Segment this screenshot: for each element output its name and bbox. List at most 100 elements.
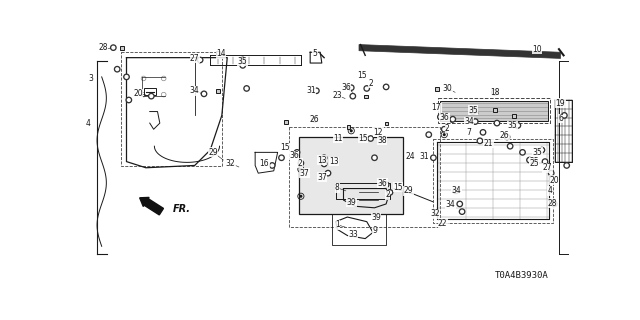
Circle shape bbox=[126, 97, 132, 103]
Text: 34: 34 bbox=[445, 200, 455, 209]
Text: 37: 37 bbox=[300, 169, 310, 178]
Text: 31: 31 bbox=[419, 152, 429, 161]
Text: 35: 35 bbox=[468, 106, 478, 115]
Circle shape bbox=[563, 114, 566, 117]
Text: 23: 23 bbox=[333, 91, 342, 100]
Circle shape bbox=[314, 118, 316, 121]
Circle shape bbox=[365, 87, 368, 90]
Text: 17: 17 bbox=[432, 103, 442, 112]
Circle shape bbox=[388, 191, 391, 194]
Circle shape bbox=[325, 171, 331, 176]
Circle shape bbox=[543, 160, 547, 163]
Circle shape bbox=[349, 85, 354, 90]
Text: 3: 3 bbox=[88, 74, 93, 83]
Text: 13: 13 bbox=[317, 156, 326, 164]
Circle shape bbox=[350, 93, 355, 99]
Bar bbox=[435, 87, 439, 91]
Text: 39: 39 bbox=[371, 213, 381, 222]
Bar bbox=[289, 127, 440, 227]
Circle shape bbox=[527, 157, 532, 163]
Circle shape bbox=[387, 190, 393, 195]
Circle shape bbox=[451, 118, 454, 121]
Circle shape bbox=[454, 189, 457, 192]
Text: 11: 11 bbox=[333, 134, 343, 143]
Circle shape bbox=[504, 134, 509, 140]
Text: 15: 15 bbox=[280, 143, 289, 152]
Text: 29: 29 bbox=[209, 148, 218, 157]
Text: 36: 36 bbox=[341, 83, 351, 92]
Circle shape bbox=[111, 45, 116, 50]
Circle shape bbox=[373, 156, 376, 159]
Text: 16: 16 bbox=[260, 159, 269, 168]
Text: 38: 38 bbox=[378, 136, 387, 145]
Text: 2: 2 bbox=[298, 159, 303, 168]
Text: 15: 15 bbox=[357, 71, 367, 80]
Circle shape bbox=[564, 163, 570, 168]
Text: 4: 4 bbox=[85, 119, 90, 128]
Bar bbox=[440, 101, 548, 121]
Text: 32: 32 bbox=[225, 159, 235, 168]
Circle shape bbox=[460, 209, 465, 214]
Text: 26: 26 bbox=[309, 115, 319, 124]
Circle shape bbox=[112, 46, 115, 49]
Circle shape bbox=[508, 143, 513, 149]
Circle shape bbox=[509, 145, 511, 148]
Circle shape bbox=[240, 57, 246, 63]
Circle shape bbox=[515, 123, 520, 128]
Text: 24: 24 bbox=[405, 152, 415, 161]
Circle shape bbox=[480, 130, 486, 135]
Circle shape bbox=[150, 95, 153, 98]
Circle shape bbox=[457, 201, 463, 207]
Circle shape bbox=[271, 164, 273, 167]
Circle shape bbox=[323, 156, 326, 159]
Circle shape bbox=[127, 99, 130, 101]
Text: 6: 6 bbox=[558, 114, 563, 123]
Text: 25: 25 bbox=[529, 159, 539, 168]
Circle shape bbox=[244, 86, 250, 91]
Circle shape bbox=[321, 155, 327, 160]
Circle shape bbox=[548, 171, 554, 176]
Circle shape bbox=[269, 163, 275, 168]
Text: 8: 8 bbox=[335, 183, 340, 192]
Text: 21: 21 bbox=[484, 139, 493, 148]
Text: 22: 22 bbox=[438, 219, 447, 228]
Circle shape bbox=[492, 90, 497, 95]
Circle shape bbox=[364, 86, 369, 91]
Polygon shape bbox=[359, 44, 561, 59]
Circle shape bbox=[197, 57, 203, 63]
Bar bbox=[284, 120, 288, 124]
Circle shape bbox=[125, 76, 128, 78]
Circle shape bbox=[550, 172, 552, 174]
Text: 2: 2 bbox=[385, 190, 390, 199]
Text: 35: 35 bbox=[238, 57, 248, 66]
Bar bbox=[385, 122, 388, 125]
Text: 9: 9 bbox=[372, 227, 377, 236]
Text: 14: 14 bbox=[216, 49, 226, 58]
Circle shape bbox=[453, 188, 459, 194]
FancyArrow shape bbox=[140, 197, 163, 215]
Circle shape bbox=[300, 195, 303, 198]
Text: 35: 35 bbox=[508, 121, 517, 130]
Circle shape bbox=[479, 140, 481, 142]
Text: 5: 5 bbox=[312, 49, 317, 58]
Bar bbox=[364, 95, 367, 99]
Circle shape bbox=[279, 155, 284, 160]
Text: 27: 27 bbox=[190, 54, 200, 63]
Circle shape bbox=[506, 136, 508, 138]
Bar bbox=[298, 137, 403, 214]
Circle shape bbox=[241, 64, 244, 67]
Bar bbox=[121, 52, 222, 166]
Circle shape bbox=[470, 109, 476, 114]
Circle shape bbox=[493, 91, 496, 94]
Text: 28: 28 bbox=[99, 43, 108, 52]
Circle shape bbox=[552, 201, 557, 207]
Circle shape bbox=[516, 124, 519, 127]
Text: 4: 4 bbox=[547, 186, 552, 195]
Circle shape bbox=[300, 162, 302, 164]
Circle shape bbox=[312, 116, 317, 122]
Text: 20: 20 bbox=[133, 89, 143, 98]
Text: 29: 29 bbox=[404, 186, 413, 195]
Circle shape bbox=[474, 120, 477, 123]
Circle shape bbox=[553, 203, 556, 205]
Text: 19: 19 bbox=[556, 99, 565, 108]
